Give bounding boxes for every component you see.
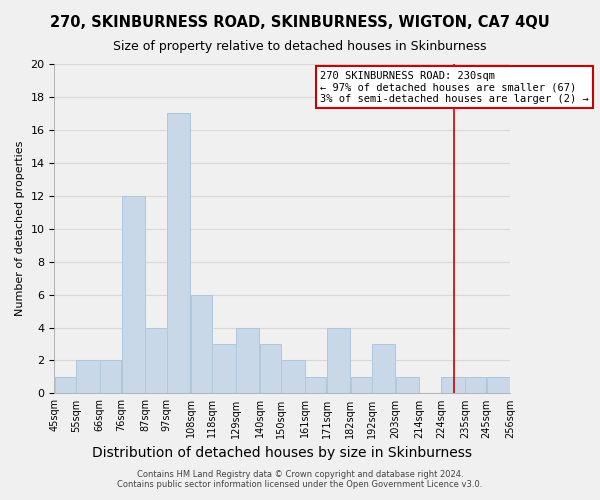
Bar	[327, 328, 350, 394]
Bar	[236, 328, 259, 394]
Bar	[372, 344, 395, 394]
Text: Size of property relative to detached houses in Skinburness: Size of property relative to detached ho…	[113, 40, 487, 53]
Bar	[487, 377, 510, 394]
Bar	[260, 344, 281, 394]
Bar	[55, 377, 76, 394]
Text: 270, SKINBURNESS ROAD, SKINBURNESS, WIGTON, CA7 4QU: 270, SKINBURNESS ROAD, SKINBURNESS, WIGT…	[50, 15, 550, 30]
Bar	[350, 377, 372, 394]
Bar	[441, 377, 464, 394]
Bar	[76, 360, 100, 394]
Bar	[305, 377, 326, 394]
Bar	[145, 328, 167, 394]
X-axis label: Distribution of detached houses by size in Skinburness: Distribution of detached houses by size …	[92, 446, 472, 460]
Bar	[122, 196, 145, 394]
Bar	[465, 377, 486, 394]
Bar	[100, 360, 121, 394]
Text: Contains HM Land Registry data © Crown copyright and database right 2024.
Contai: Contains HM Land Registry data © Crown c…	[118, 470, 482, 489]
Y-axis label: Number of detached properties: Number of detached properties	[15, 141, 25, 316]
Bar	[396, 377, 419, 394]
Bar	[281, 360, 305, 394]
Bar	[212, 344, 236, 394]
Bar	[191, 294, 212, 394]
Bar	[167, 114, 190, 394]
Text: 270 SKINBURNESS ROAD: 230sqm
← 97% of detached houses are smaller (67)
3% of sem: 270 SKINBURNESS ROAD: 230sqm ← 97% of de…	[320, 70, 589, 104]
